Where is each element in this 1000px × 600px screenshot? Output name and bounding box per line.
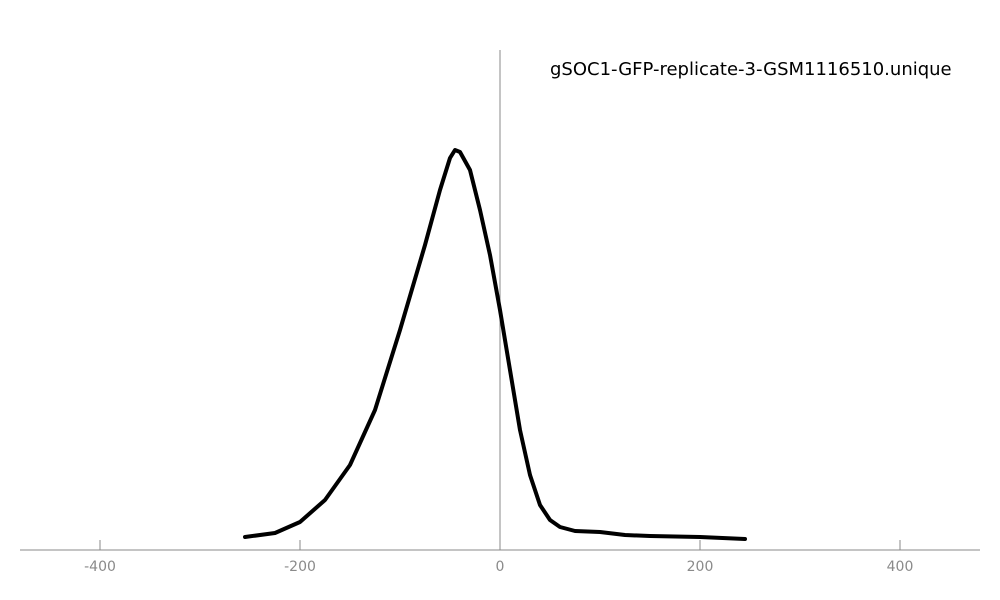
x-tick-label: -200	[284, 559, 316, 575]
x-tick-label: 400	[887, 559, 914, 575]
line	[243, 148, 747, 541]
chart-title: gSOC1-GFP-replicate-3-GSM1116510.unique	[550, 59, 952, 80]
x-tick-label: 0	[496, 559, 505, 575]
x-tick-label: -400	[84, 559, 116, 575]
x-tick-label: 200	[687, 559, 714, 575]
